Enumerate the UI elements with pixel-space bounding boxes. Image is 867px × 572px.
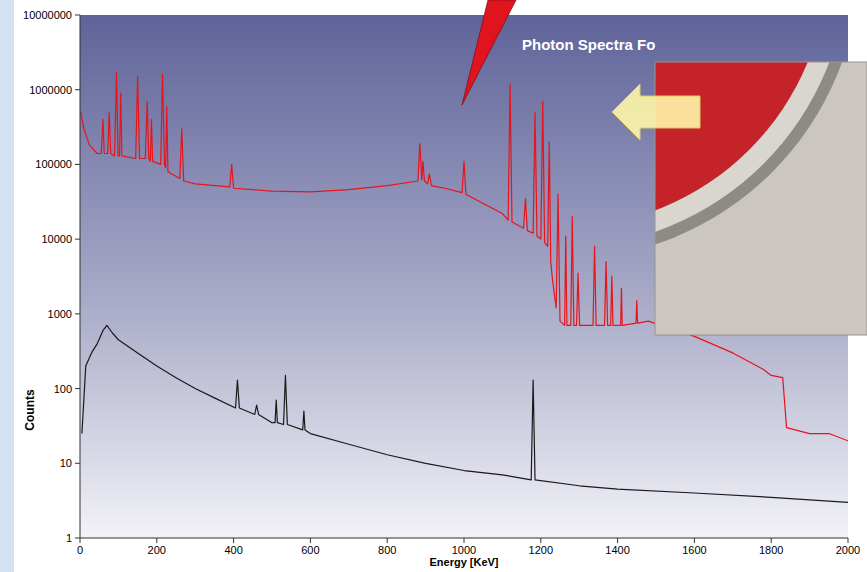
photo-inset — [260, 0, 867, 335]
x-tick-label: 400 — [224, 544, 242, 556]
y-tick-label: 10000 — [41, 233, 72, 245]
x-tick-label: 0 — [77, 544, 83, 556]
y-tick-label: 1 — [66, 532, 72, 544]
y-axis-title: Counts — [23, 389, 37, 431]
x-tick-label: 600 — [301, 544, 319, 556]
y-tick — [75, 538, 80, 539]
x-tick — [156, 538, 157, 543]
x-tick-label: 1000 — [452, 544, 476, 556]
x-tick — [387, 538, 388, 543]
photo-ring-inner — [655, 62, 848, 248]
x-tick — [540, 538, 541, 543]
x-tick-label: 1800 — [759, 544, 783, 556]
x-tick — [80, 538, 81, 543]
yellow-callout — [612, 84, 700, 140]
x-axis-title: Energy [KeV] — [429, 556, 498, 568]
x-tick-label: 1600 — [682, 544, 706, 556]
y-tick — [75, 313, 80, 314]
y-axis-line — [80, 15, 81, 538]
photo-content — [655, 62, 860, 260]
y-tick — [75, 463, 80, 464]
x-tick-label: 1200 — [529, 544, 553, 556]
x-tick — [771, 538, 772, 543]
y-tick-label: 10000000 — [23, 9, 72, 21]
x-tick — [848, 538, 849, 543]
x-tick-label: 800 — [378, 544, 396, 556]
x-tick — [617, 538, 618, 543]
red-pointer — [462, 0, 516, 105]
x-tick-label: 2000 — [836, 544, 860, 556]
y-tick — [75, 164, 80, 165]
series-line — [82, 325, 848, 502]
y-tick — [75, 15, 80, 16]
y-tick-label: 100 — [54, 383, 72, 395]
side-strip — [0, 0, 14, 572]
y-tick-label: 10 — [60, 457, 72, 469]
x-tick — [233, 538, 234, 543]
y-tick — [75, 388, 80, 389]
chart: 1 10 100 1000 10000 100000 1000000 10000000 0 200… — [0, 0, 867, 572]
photo-disc — [655, 62, 828, 228]
x-tick — [464, 538, 465, 543]
y-tick — [75, 239, 80, 240]
photo-ring — [655, 62, 860, 260]
x-tick — [694, 538, 695, 543]
x-tick-label: 1400 — [605, 544, 629, 556]
x-tick-label: 200 — [148, 544, 166, 556]
y-tick-label: 1000000 — [29, 84, 72, 96]
chart-title: Photon Spectra Fo — [522, 36, 655, 53]
x-tick — [310, 538, 311, 543]
y-tick-label: 1000 — [48, 308, 72, 320]
y-tick-label: 100000 — [35, 158, 72, 170]
y-tick — [75, 89, 80, 90]
